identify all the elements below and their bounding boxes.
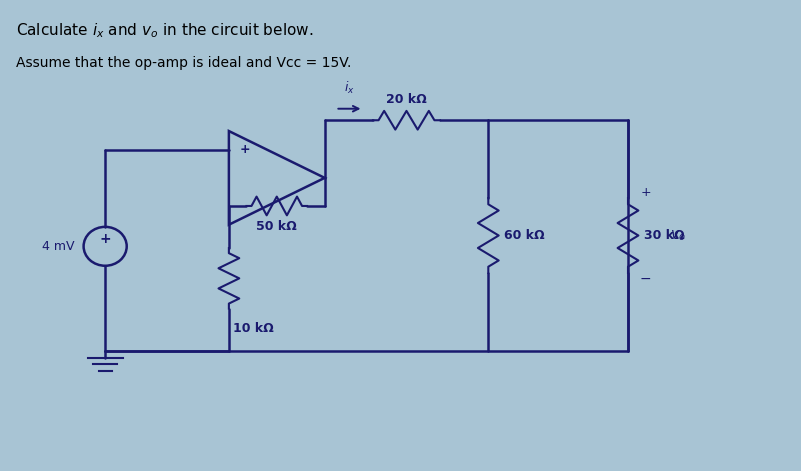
Text: $i_x$: $i_x$ — [344, 80, 354, 96]
Text: 20 kΩ: 20 kΩ — [386, 93, 427, 106]
Text: 60 kΩ: 60 kΩ — [505, 229, 545, 242]
Text: 30 kΩ: 30 kΩ — [644, 229, 685, 242]
Text: $v_o$: $v_o$ — [670, 228, 685, 243]
Text: +: + — [239, 143, 250, 156]
Text: −: − — [640, 272, 651, 286]
FancyBboxPatch shape — [2, 0, 799, 77]
Text: +: + — [99, 232, 111, 246]
Text: 10 kΩ: 10 kΩ — [233, 322, 274, 334]
Text: Calculate $i_x$ and $v_o$ in the circuit below.: Calculate $i_x$ and $v_o$ in the circuit… — [16, 21, 313, 40]
Text: 4 mV: 4 mV — [42, 240, 74, 253]
Text: 50 kΩ: 50 kΩ — [256, 220, 297, 233]
Text: Assume that the op-amp is ideal and Vcc = 15V.: Assume that the op-amp is ideal and Vcc … — [16, 56, 351, 70]
Text: +: + — [640, 186, 651, 199]
